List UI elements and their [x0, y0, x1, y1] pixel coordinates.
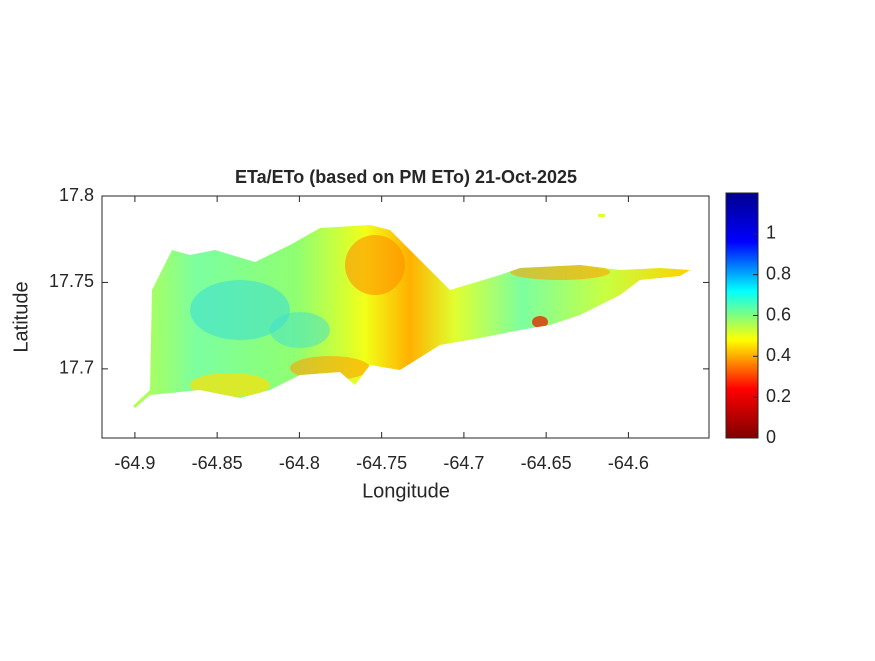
x-axis-label: Longitude	[362, 480, 450, 502]
x-tick-label: -64.7	[443, 453, 484, 473]
colorbar-tick-label: 0.4	[766, 345, 791, 365]
raster-patch	[510, 264, 610, 280]
y-tick-label: 17.75	[49, 271, 94, 291]
chart-title: ETa/ETo (based on PM ETo) 21-Oct-2025	[235, 167, 577, 187]
y-axis-label: Latitude	[10, 281, 32, 352]
raster-patch	[598, 214, 605, 217]
colorbar-tick-label: 0.6	[766, 304, 791, 324]
y-tick-label: 17.8	[59, 185, 94, 205]
colorbar-tick-label: 0.2	[766, 386, 791, 406]
x-tick-label: -64.65	[521, 453, 572, 473]
raster-patch	[270, 312, 330, 348]
x-tick-label: -64.9	[114, 453, 155, 473]
colorbar	[725, 192, 759, 439]
x-tick-label: -64.85	[192, 453, 243, 473]
raster-patch	[345, 235, 405, 295]
colorbar-tick-label: 0.8	[766, 263, 791, 283]
y-tick-label: 17.7	[59, 358, 94, 378]
colorbar-tick-label: 0	[766, 427, 776, 447]
x-tick-label: -64.8	[279, 453, 320, 473]
x-tick-label: -64.6	[608, 453, 649, 473]
raster-patch	[190, 280, 290, 340]
raster-patch	[290, 356, 370, 380]
colorbar-tick-label: 1	[766, 223, 776, 243]
raster-patch	[532, 316, 548, 328]
x-tick-label: -64.75	[356, 453, 407, 473]
raster-patch	[190, 373, 270, 397]
